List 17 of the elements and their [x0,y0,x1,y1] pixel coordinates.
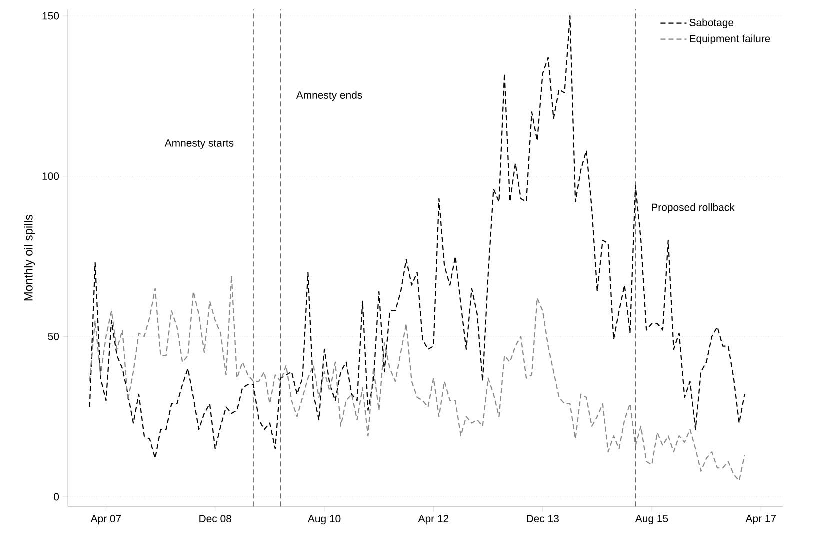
y-tick-label: 100 [42,172,60,180]
y-tick-label: 50 [48,332,60,340]
annotation: Proposed rollback [652,204,735,214]
y-tick-label: 150 [42,12,60,20]
legend-label: Equipment failure [690,34,770,45]
y-axis-title: Monthly oil spills [24,215,36,301]
annotation: Amnesty ends [296,91,362,102]
y-tick-label: 0 [54,493,60,501]
legend-label: Sabotage [690,18,734,28]
x-tick-label: Aug 15 [635,515,668,524]
x-tick-label: Dec 13 [527,515,559,523]
x-tick-label: Aug 10 [308,515,341,525]
x-tick-label: Apr 07 [90,515,122,525]
annotation: Amnesty starts [164,140,234,149]
x-tick-label: Apr 12 [418,515,449,525]
x-tick-label: Dec 08 [200,515,232,523]
x-tick-label: Apr 17 [746,515,776,524]
